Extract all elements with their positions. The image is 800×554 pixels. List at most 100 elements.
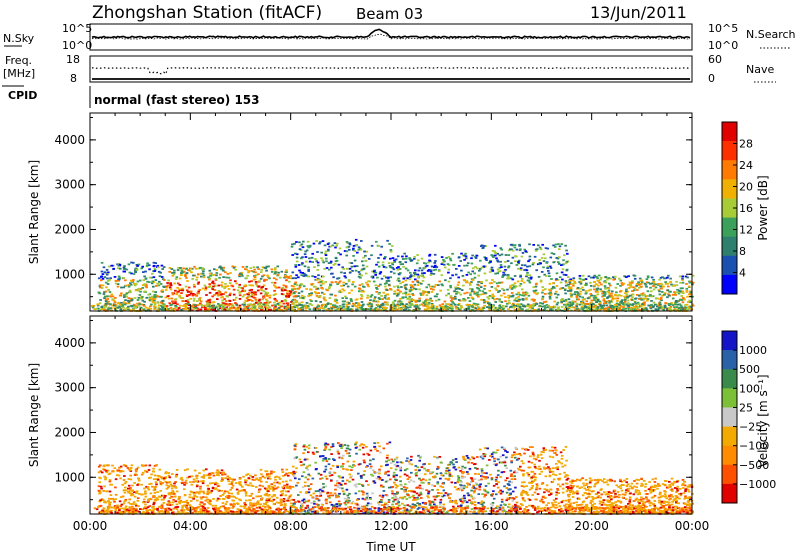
data-cell	[244, 307, 247, 309]
data-cell	[304, 260, 308, 263]
data-cell	[266, 504, 269, 507]
data-cell	[445, 303, 448, 305]
data-cell	[114, 478, 118, 481]
data-cell	[153, 267, 157, 270]
data-cell	[507, 249, 511, 252]
data-cell	[134, 284, 137, 287]
data-cell	[251, 303, 254, 306]
data-cell	[570, 294, 573, 297]
data-cell	[340, 271, 343, 274]
data-cell	[257, 273, 260, 276]
data-cell	[393, 292, 396, 295]
data-cell	[431, 304, 434, 306]
data-cell	[420, 269, 424, 272]
data-cell	[372, 299, 375, 302]
data-cell	[458, 288, 462, 290]
data-cell	[478, 308, 482, 311]
data-cell	[464, 252, 467, 255]
data-cell	[455, 290, 459, 293]
data-cell	[105, 269, 109, 271]
data-cell	[611, 298, 614, 301]
data-cell	[185, 512, 188, 514]
data-cell	[179, 267, 182, 269]
data-cell	[408, 299, 412, 301]
data-cell	[127, 478, 131, 480]
data-cell	[188, 504, 192, 507]
data-cell	[285, 483, 289, 486]
data-cell	[181, 481, 184, 484]
data-cell	[663, 293, 666, 296]
data-cell	[250, 484, 253, 487]
data-cell	[209, 500, 212, 502]
data-cell	[615, 302, 619, 305]
data-cell	[262, 296, 266, 299]
data-cell	[681, 279, 684, 281]
data-cell	[657, 289, 661, 291]
data-cell	[570, 309, 573, 312]
data-cell	[607, 289, 611, 292]
data-cell	[258, 484, 262, 487]
data-cell	[324, 281, 327, 283]
data-cell	[563, 303, 566, 306]
data-cell	[423, 266, 427, 269]
data-cell	[402, 265, 405, 268]
y-tick-label: 3000	[54, 178, 85, 192]
data-cell	[404, 296, 407, 299]
data-cell	[154, 464, 158, 467]
data-cell	[291, 288, 294, 290]
data-cell	[250, 307, 254, 309]
data-cell	[580, 300, 583, 303]
data-cell	[691, 281, 695, 284]
data-cell	[681, 308, 685, 310]
data-cell	[105, 286, 108, 289]
data-cell	[450, 300, 453, 302]
data-cell	[181, 507, 184, 509]
data-cell	[484, 292, 488, 294]
data-cell	[230, 487, 234, 489]
data-cell	[274, 478, 277, 481]
data-cell	[134, 469, 138, 471]
data-cell	[270, 495, 274, 498]
data-cell	[100, 487, 103, 490]
data-cell	[420, 275, 424, 278]
data-cell	[608, 282, 611, 285]
data-cell	[134, 267, 138, 270]
y-tick-label: 2000	[54, 222, 85, 236]
data-cell	[606, 296, 610, 298]
data-cell	[542, 301, 546, 303]
data-cell	[154, 291, 157, 293]
data-cell	[546, 267, 549, 269]
data-cell	[682, 297, 685, 299]
data-cell	[144, 290, 147, 293]
data-cell	[594, 304, 597, 307]
data-cell	[108, 291, 112, 293]
data-cell	[194, 267, 198, 270]
data-cell	[221, 494, 225, 496]
data-cell	[175, 306, 178, 309]
data-cell	[408, 302, 412, 304]
data-cell	[188, 496, 191, 499]
data-cell	[235, 307, 238, 310]
data-cell	[352, 247, 355, 250]
data-cell	[619, 284, 622, 287]
data-cell	[174, 485, 177, 488]
data-cell	[99, 299, 102, 301]
data-cell	[495, 282, 499, 285]
data-cell	[303, 295, 306, 298]
data-cell	[602, 290, 606, 293]
data-cell	[533, 255, 537, 258]
data-cell	[434, 299, 438, 302]
data-cell	[147, 264, 151, 267]
data-cell	[501, 276, 504, 278]
data-cell	[273, 268, 277, 271]
data-cell	[106, 295, 109, 298]
data-cell	[400, 300, 403, 303]
data-cell	[137, 479, 141, 482]
data-cell	[322, 282, 325, 285]
data-cell	[289, 494, 293, 497]
data-cell	[220, 267, 223, 269]
data-cell	[549, 308, 552, 311]
data-cell	[564, 292, 567, 295]
data-cell	[181, 289, 184, 292]
data-cell	[114, 282, 118, 285]
